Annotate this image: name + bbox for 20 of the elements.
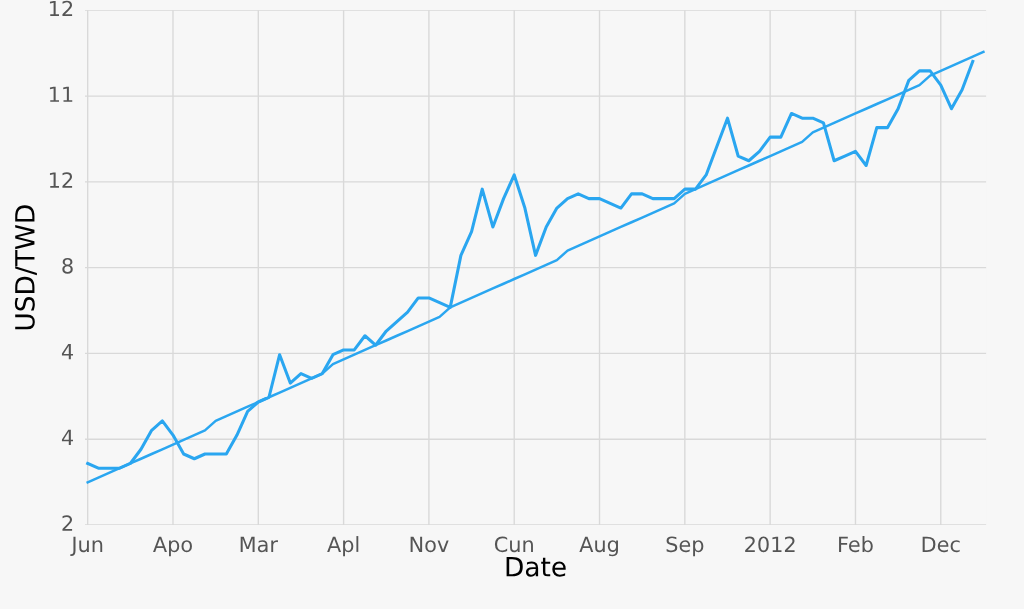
text: 8 bbox=[62, 257, 73, 274]
text: 12 bbox=[49, 0, 73, 17]
x-axis-title: Date bbox=[506, 557, 566, 577]
x-tick-label: Mar bbox=[240, 536, 278, 553]
text: 11 bbox=[49, 86, 73, 102]
x-tick-label: Apl bbox=[327, 536, 359, 557]
x-tick-label: Jun bbox=[70, 536, 103, 557]
x-tick-label: Dec bbox=[922, 536, 960, 553]
x-tick-label: Nov bbox=[410, 536, 449, 553]
text: 4 bbox=[61, 429, 74, 445]
text: 12 bbox=[49, 172, 73, 188]
x-tick-label: Feb bbox=[839, 536, 873, 553]
x-tick-label: 2012 bbox=[745, 536, 795, 553]
x-tick-label: Apo bbox=[153, 536, 192, 557]
text: 4 bbox=[61, 343, 74, 360]
x-tick-label: Sep bbox=[666, 536, 704, 557]
x-tick-label: Aug bbox=[579, 536, 618, 557]
y-axis-title: USD/TWD bbox=[14, 205, 37, 330]
x-tick-label: Cun bbox=[494, 536, 533, 553]
text: 2 bbox=[62, 515, 73, 531]
